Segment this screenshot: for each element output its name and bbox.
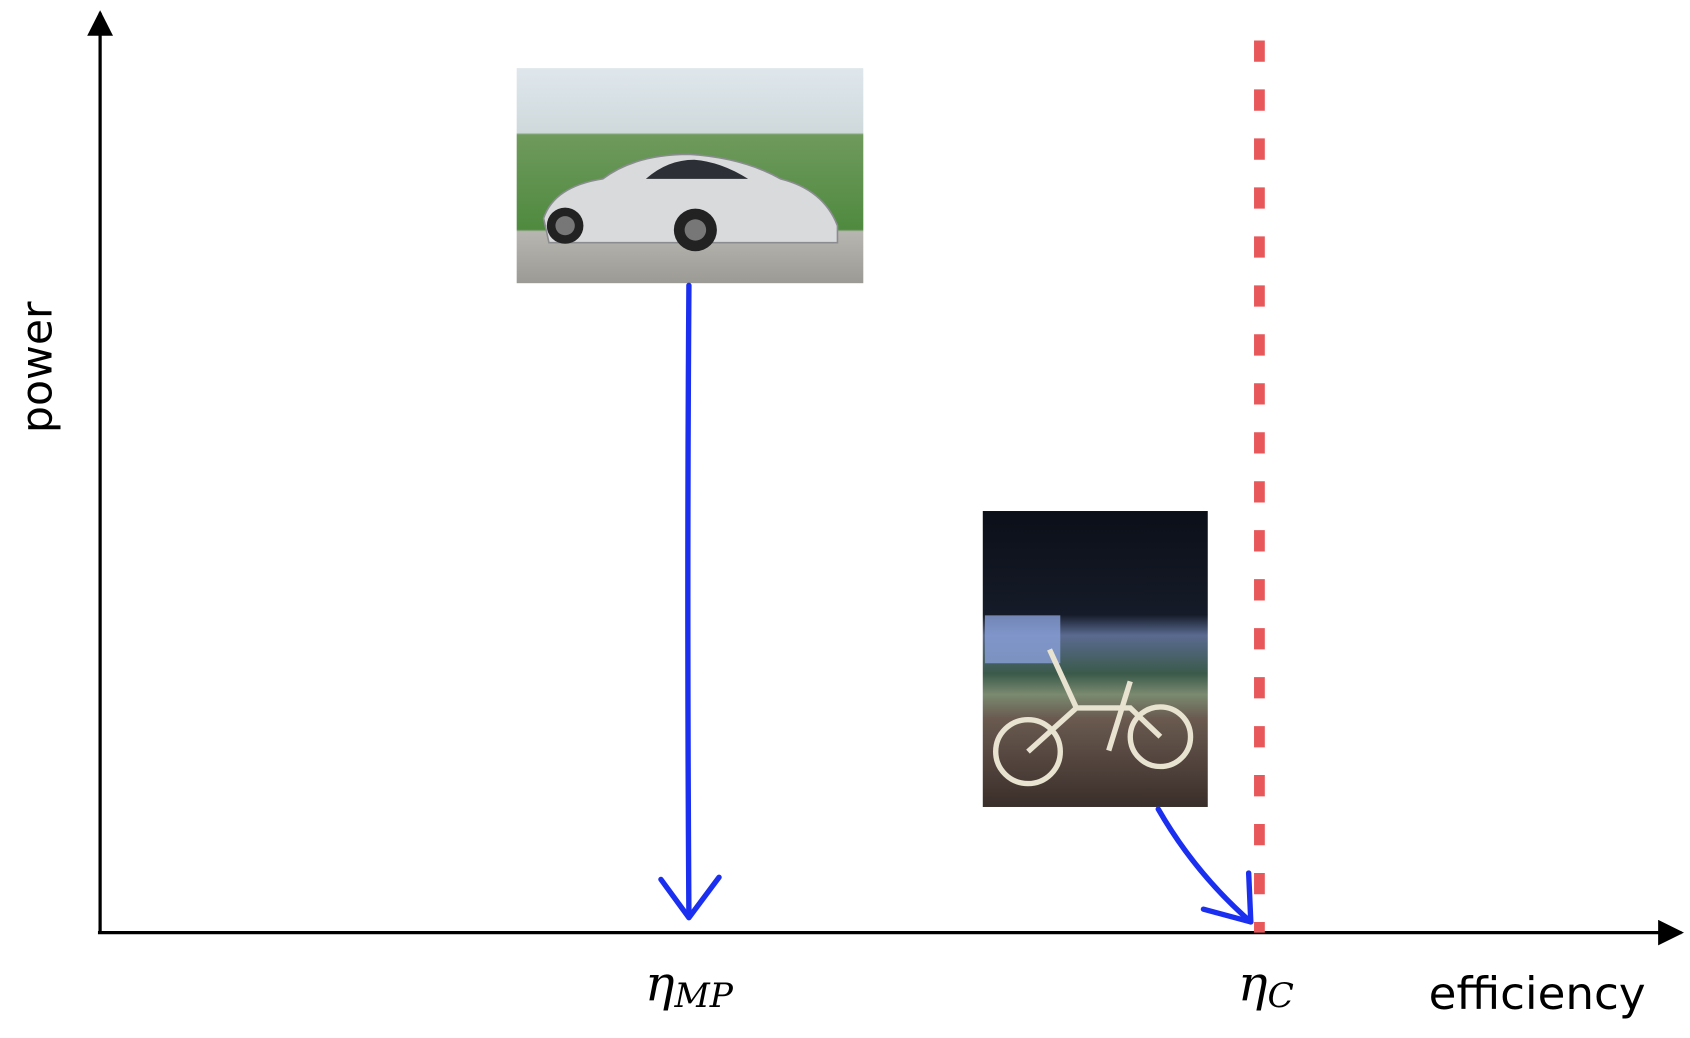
x-axis-label: efficiency	[1429, 967, 1646, 1020]
eta-symbol: η	[645, 955, 675, 1013]
eta-c-label: ηC	[1238, 955, 1294, 1016]
diagram: power efficiency ηMP ηC	[0, 0, 1690, 1038]
car-photo	[517, 68, 864, 283]
bike-arrow	[1158, 809, 1251, 922]
bicycle-photo	[983, 511, 1208, 807]
page: power efficiency ηMP ηC (() => { const d…	[0, 0, 1690, 1038]
car-arrow	[688, 285, 689, 915]
eta-subscript: MP	[674, 976, 734, 1016]
y-axis-label: power	[12, 301, 62, 433]
eta-symbol: η	[1238, 955, 1268, 1013]
eta-mp-label: ηMP	[645, 955, 734, 1016]
eta-subscript: C	[1268, 976, 1294, 1016]
